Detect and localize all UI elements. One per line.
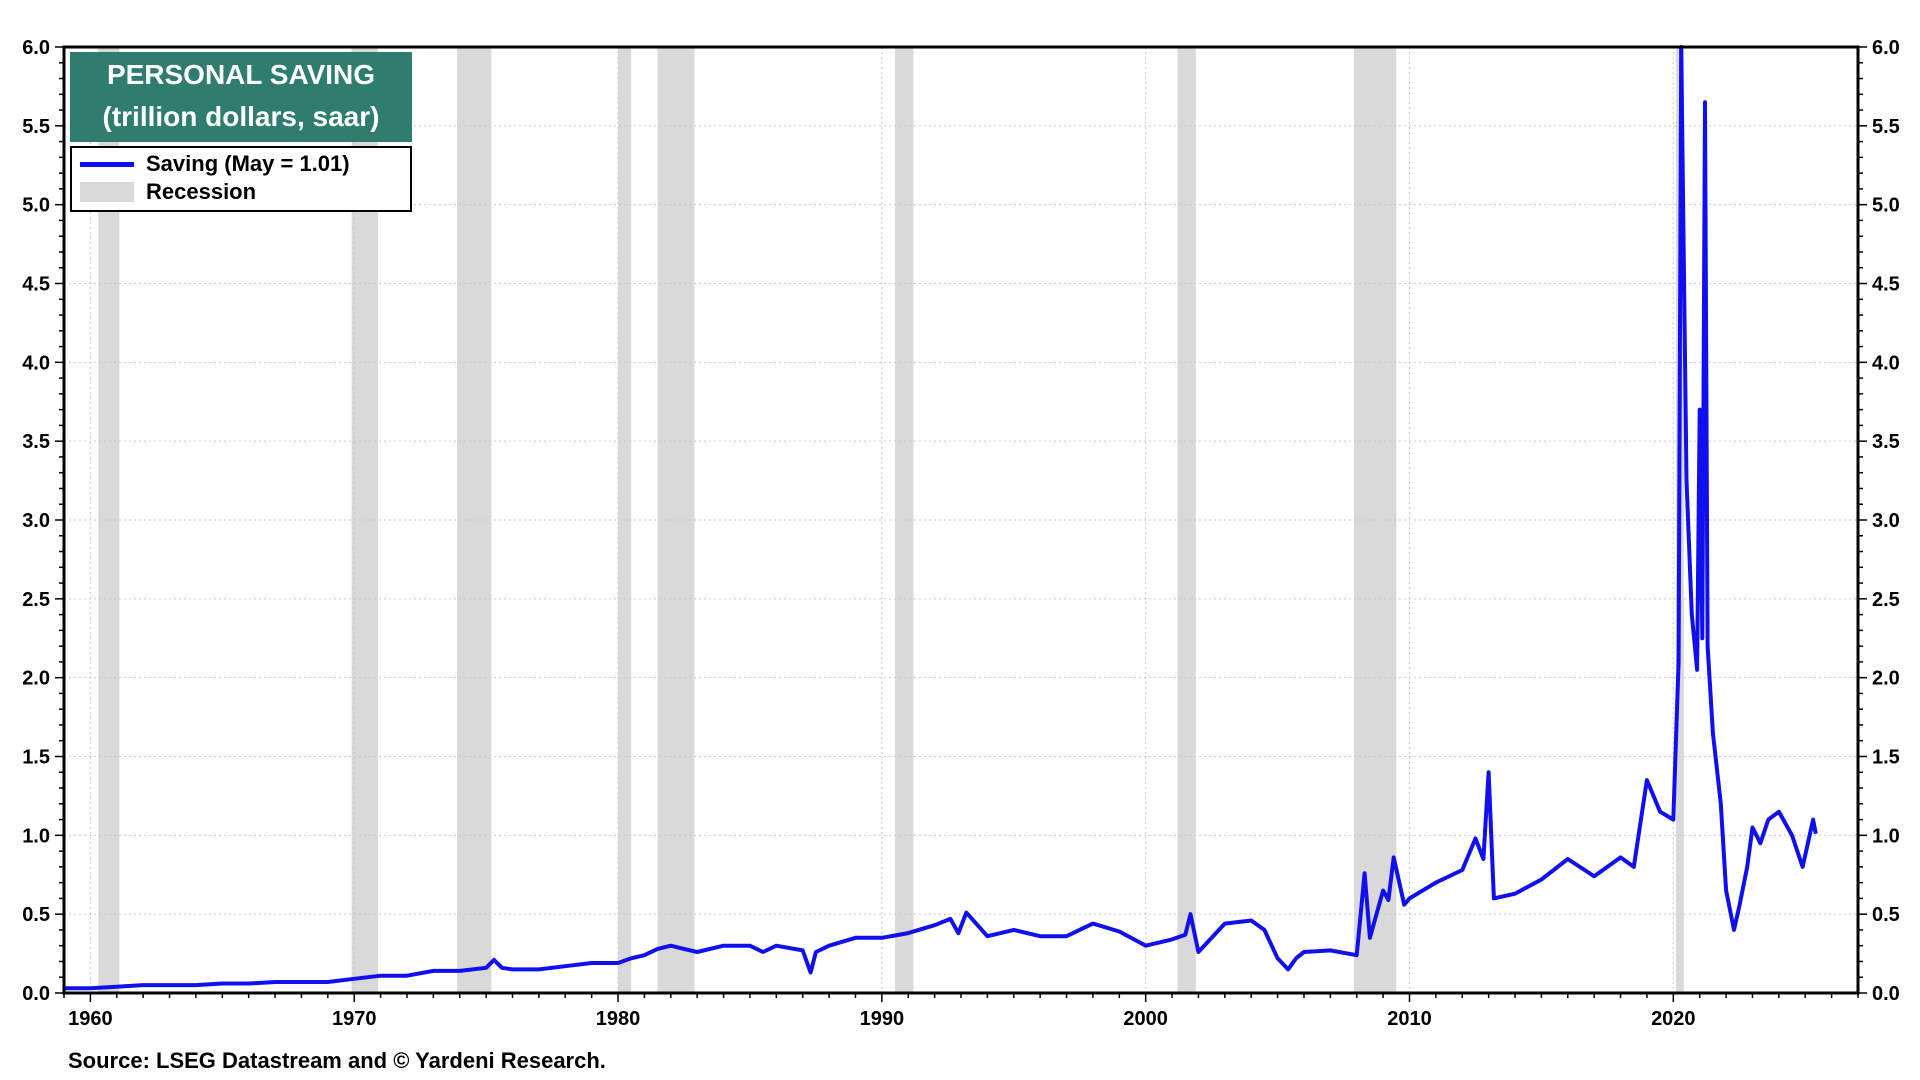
source-note: Source: LSEG Datastream and © Yardeni Re… [68,1048,606,1073]
legend-item-recession: Recession [80,179,256,205]
chart-title: PERSONAL SAVING [106,59,376,90]
x-tick-label: 1960 [68,1008,113,1030]
y-tick-label-left: 0.5 [22,904,50,926]
recession-band-4 [657,47,695,993]
y-tick-label-right: 3.0 [1872,510,1900,532]
x-tick-label: 2010 [1387,1008,1432,1030]
y-tick-label-left: 4.0 [22,352,50,374]
legend-item-saving: Saving (May = 1.01) [80,151,350,177]
y-tick-label-right: 6.0 [1872,37,1900,59]
y-tick-label-right: 0.0 [1872,983,1900,1005]
x-tick-label: 2020 [1651,1008,1696,1030]
y-axis-left-labels: 0.0 0.5 1.0 1.5 2.0 2.5 3.0 3.5 4.0 4.5 5.0 5.5 6.0 [22,37,50,1005]
x-tick-label: 1980 [596,1008,641,1030]
y-tick-label-right: 0.5 [1872,904,1900,926]
y-tick-label-left: 1.0 [22,825,50,847]
y-tick-label-right: 5.5 [1872,116,1900,138]
y-tick-label-left: 5.5 [22,116,50,138]
y-tick-label-right: 1.0 [1872,825,1900,847]
y-tick-label-left: 5.0 [22,195,50,217]
legend-label-saving: Saving (May = 1.01) [146,151,350,176]
axis-ticks [55,46,1867,1002]
y-tick-label-left: 1.5 [22,747,50,769]
series-layer [64,45,1818,991]
x-tick-label: 1990 [860,1008,905,1030]
chart-title-box: PERSONAL SAVING (trillion dollars, saar) [70,52,412,142]
y-tick-label-left: 4.5 [22,274,50,296]
chart-subtitle: (trillion dollars, saar) [102,101,380,132]
y-tick-label-right: 4.5 [1872,274,1900,296]
y-axis-right-labels: 0.0 0.5 1.0 1.5 2.0 2.5 3.0 3.5 4.0 4.5 5.0 5.5 6.0 [1872,37,1900,1005]
legend-label-recession: Recession [146,179,257,204]
legend-swatch-line [80,161,134,167]
y-tick-label-left: 2.5 [22,589,50,611]
chart-legend: Saving (May = 1.01) Recession [70,146,412,212]
y-tick-label-right: 5.0 [1872,195,1900,217]
y-tick-label-right: 2.5 [1872,589,1900,611]
y-tick-label-left: 2.0 [22,668,50,690]
y-tick-label-left: 0.0 [22,983,50,1005]
x-axis-labels: 1960 1970 1980 1990 2000 2010 2020 [68,1008,1695,1030]
y-tick-label-right: 3.5 [1872,431,1900,453]
recession-band-6 [1177,47,1196,993]
y-tick-label-right: 1.5 [1872,747,1900,769]
gridlines [64,47,1858,993]
series-line-saving [64,45,1818,991]
y-tick-label-right: 2.0 [1872,668,1900,690]
x-tick-label: 2000 [1123,1008,1168,1030]
y-tick-label-left: 3.0 [22,510,50,532]
y-tick-label-left: 6.0 [22,37,50,59]
y-tick-label-right: 4.0 [1872,352,1900,374]
y-tick-label-left: 3.5 [22,431,50,453]
x-tick-label: 1970 [332,1008,377,1030]
legend-swatch-recession [80,182,134,202]
